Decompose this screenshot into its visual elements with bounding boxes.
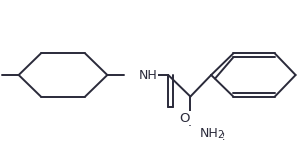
Text: O: O — [180, 112, 190, 125]
Text: 2: 2 — [218, 132, 225, 142]
Text: 2: 2 — [217, 130, 223, 140]
Text: NH: NH — [139, 69, 158, 81]
Text: NH: NH — [200, 127, 219, 140]
